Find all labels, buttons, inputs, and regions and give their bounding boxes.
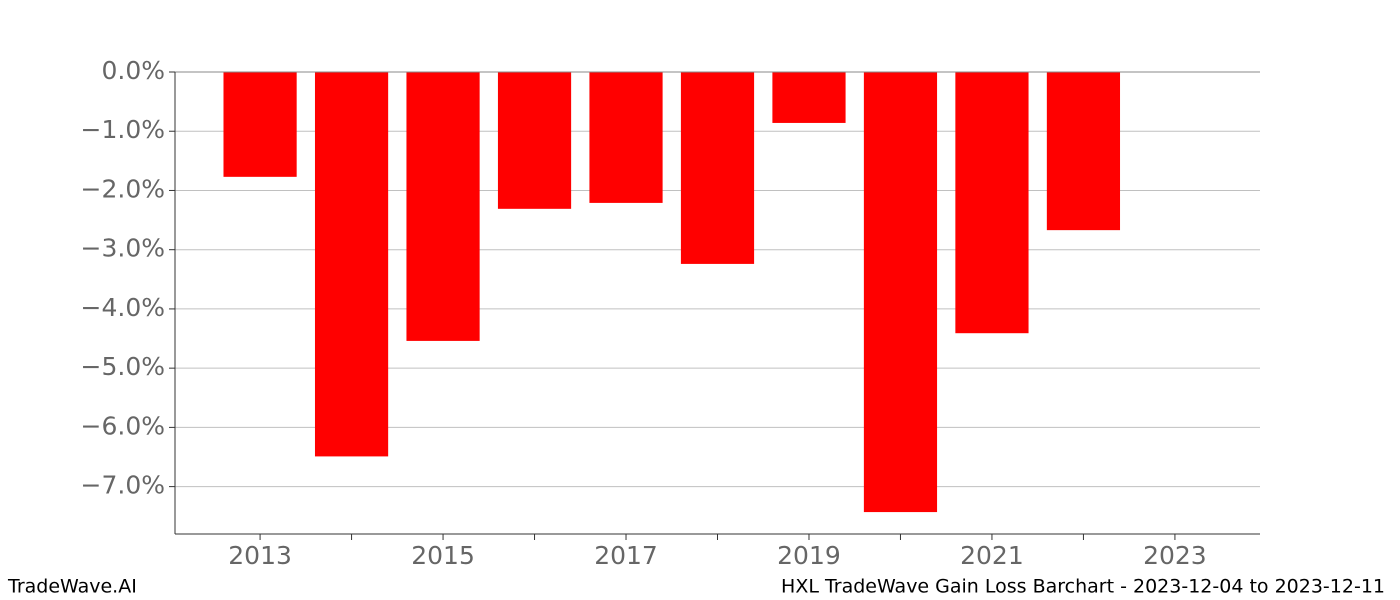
x-tick-label: 2015: [411, 541, 475, 570]
y-tick-label: −5.0%: [81, 352, 165, 381]
y-tick-label: −4.0%: [81, 293, 165, 322]
y-tick-label: −2.0%: [81, 174, 165, 203]
bar: [497, 72, 572, 209]
x-tick-label: 2023: [1143, 541, 1207, 570]
bar: [863, 72, 938, 513]
bar: [406, 72, 480, 341]
y-tick-label: −7.0%: [81, 471, 165, 500]
y-tick-label: −6.0%: [81, 411, 165, 440]
bar: [955, 72, 1029, 334]
x-tick-label: 2013: [228, 541, 292, 570]
bar: [589, 72, 663, 203]
bar: [314, 72, 389, 457]
footer-right: HXL TradeWave Gain Loss Barchart - 2023-…: [781, 576, 1385, 598]
bar: [680, 72, 755, 264]
y-tick-label: −1.0%: [81, 115, 165, 144]
bar: [772, 72, 846, 123]
x-tick-label: 2019: [777, 541, 841, 570]
x-tick-label: 2017: [594, 541, 658, 570]
y-tick-label: −3.0%: [81, 234, 165, 263]
footer-left: TradeWave.AI: [7, 576, 137, 598]
bar: [1046, 72, 1121, 231]
bar: [223, 72, 297, 177]
x-tick-label: 2021: [960, 541, 1024, 570]
y-tick-label: 0.0%: [101, 56, 165, 85]
